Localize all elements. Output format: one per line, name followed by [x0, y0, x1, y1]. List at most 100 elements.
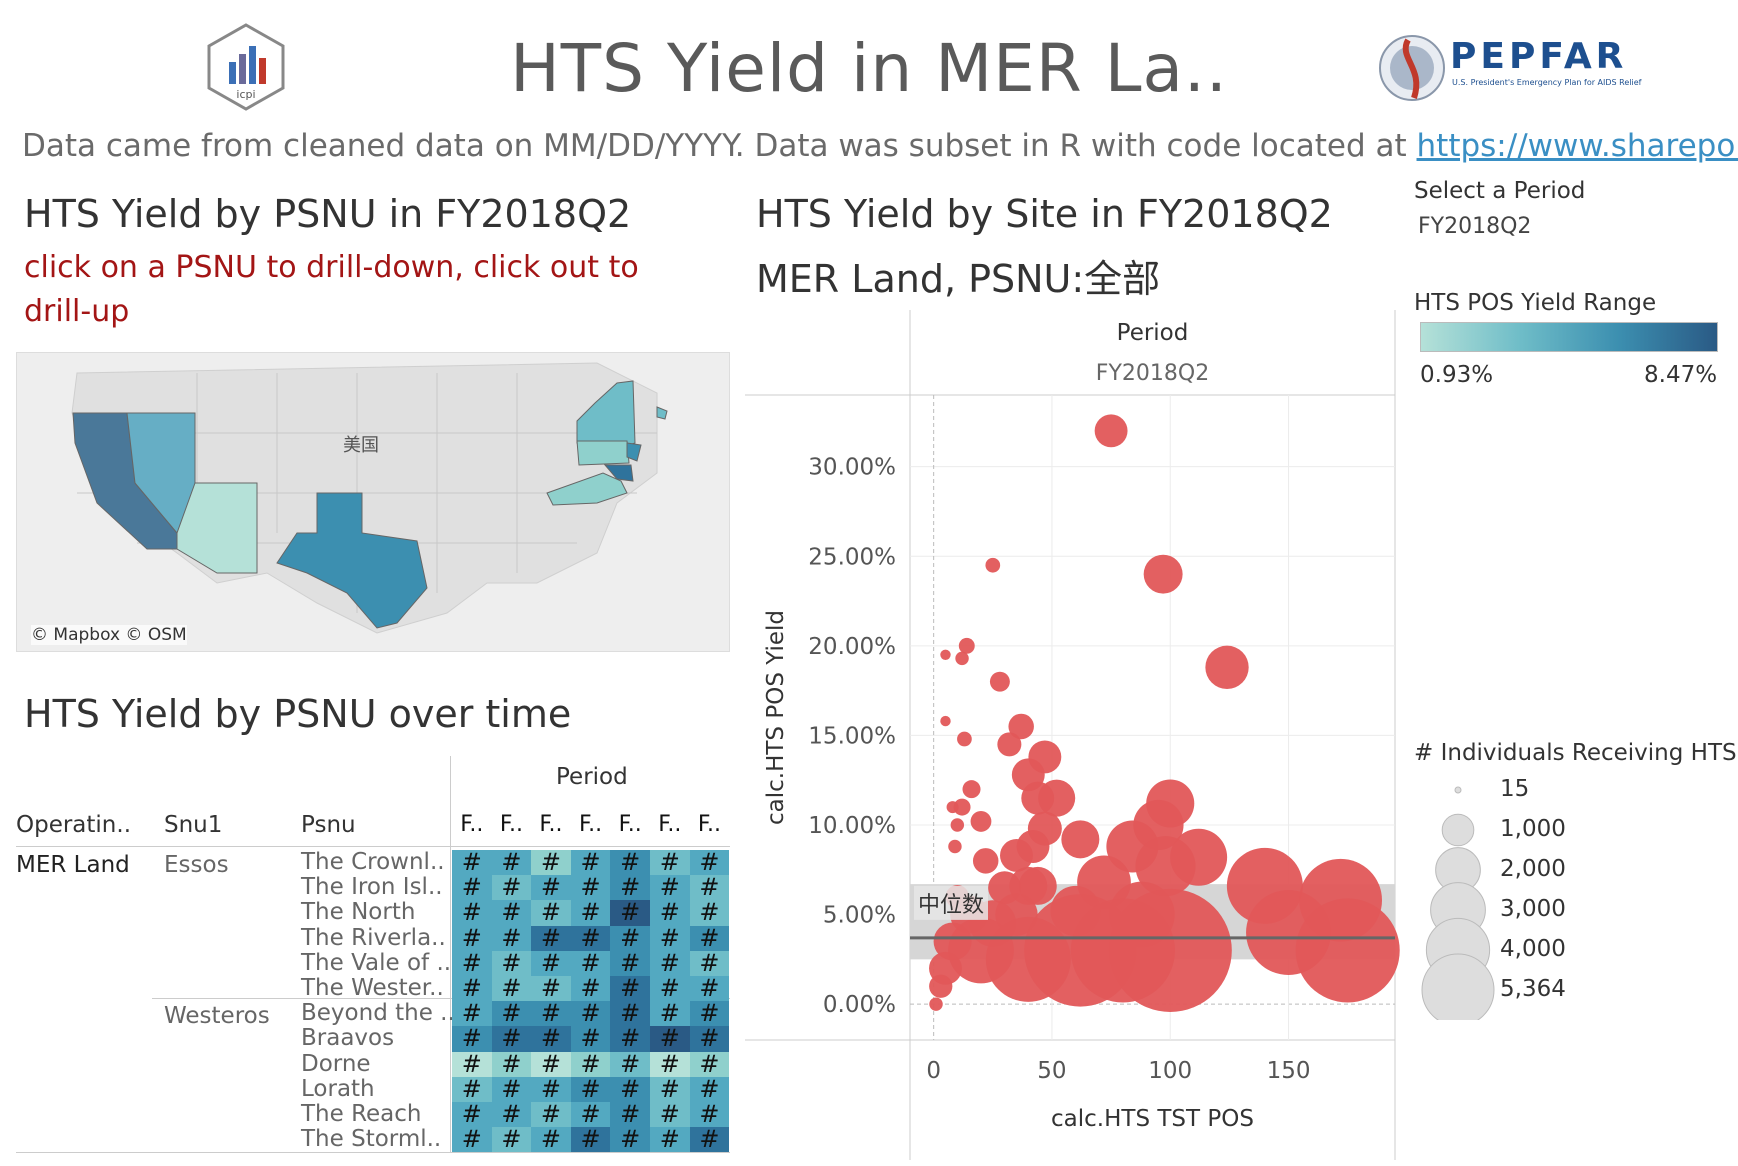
- heat-cell[interactable]: #: [570, 925, 611, 951]
- scatter-point[interactable]: [1295, 898, 1400, 1003]
- facet-header[interactable]: Period: [1117, 320, 1189, 346]
- heat-cell[interactable]: #: [531, 1000, 571, 1027]
- heat-cell[interactable]: #: [531, 849, 571, 876]
- heat-cell[interactable]: #: [610, 849, 650, 876]
- heat-cell[interactable]: #: [570, 1026, 611, 1052]
- heat-cell[interactable]: #: [570, 1126, 611, 1153]
- heat-cell[interactable]: #: [531, 874, 571, 901]
- heat-cell[interactable]: #: [689, 874, 730, 901]
- heat-cell[interactable]: #: [452, 874, 492, 901]
- col-header-psnu[interactable]: Psnu: [301, 812, 356, 838]
- map-virginia[interactable]: [546, 472, 628, 506]
- heat-cell[interactable]: #: [452, 1000, 492, 1027]
- heat-cell[interactable]: #: [610, 1000, 650, 1027]
- period-col-header[interactable]: F..: [579, 812, 603, 837]
- scatter-point[interactable]: [929, 974, 953, 998]
- heat-cell[interactable]: #: [452, 1026, 492, 1052]
- psnu-cell[interactable]: The Storml..: [301, 1126, 442, 1153]
- heat-cell[interactable]: #: [531, 900, 571, 926]
- psnu-map[interactable]: 美国 © Mapbox © OSM: [16, 352, 730, 652]
- scatter-point[interactable]: [1143, 554, 1183, 594]
- scatter-point[interactable]: [1070, 898, 1175, 1003]
- heat-cell[interactable]: #: [689, 925, 730, 951]
- map-credit[interactable]: © Mapbox © OSM: [31, 625, 187, 645]
- heat-cell[interactable]: #: [650, 874, 690, 901]
- heat-cell[interactable]: #: [650, 849, 690, 876]
- heat-cell[interactable]: #: [452, 925, 492, 951]
- period-col-header[interactable]: F..: [618, 812, 642, 837]
- median-label[interactable]: 中位数: [918, 893, 984, 918]
- heat-cell[interactable]: #: [650, 1126, 690, 1153]
- scatter-point[interactable]: [953, 798, 971, 816]
- col-header-snu1[interactable]: Snu1: [164, 812, 223, 838]
- heat-cell[interactable]: #: [531, 1101, 571, 1128]
- scatter-points[interactable]: [929, 414, 1400, 1012]
- scatter-point[interactable]: [985, 557, 1001, 573]
- heat-cell[interactable]: #: [491, 1051, 532, 1077]
- y-axis-title[interactable]: calc.HTS POS Yield: [763, 610, 789, 825]
- heat-cell[interactable]: #: [689, 1126, 730, 1153]
- heat-cell[interactable]: #: [491, 1101, 532, 1128]
- heat-cell[interactable]: #: [650, 925, 690, 951]
- scatter-point[interactable]: [940, 649, 951, 660]
- map-maryland[interactable]: [603, 464, 634, 482]
- facet-value[interactable]: FY2018Q2: [1096, 361, 1209, 386]
- scatter-point[interactable]: [1000, 839, 1033, 872]
- map-texas[interactable]: [276, 492, 428, 629]
- scatter-point[interactable]: [962, 780, 981, 799]
- heat-cell[interactable]: #: [689, 1101, 730, 1128]
- psnu-cell[interactable]: The North: [301, 899, 416, 926]
- scatter-point[interactable]: [957, 731, 972, 747]
- heat-cell[interactable]: #: [570, 1076, 611, 1102]
- heat-cell[interactable]: #: [570, 1051, 611, 1077]
- heat-cell[interactable]: #: [610, 1101, 650, 1128]
- heat-cell[interactable]: #: [610, 874, 650, 901]
- period-filter-dropdown[interactable]: FY2018Q2: [1418, 214, 1532, 239]
- scatter-point[interactable]: [1061, 820, 1100, 859]
- scatter-point[interactable]: [997, 732, 1022, 757]
- scatter-point[interactable]: [958, 637, 975, 654]
- psnu-cell[interactable]: The Crownl..: [301, 849, 445, 875]
- psnu-cell[interactable]: Beyond the ..: [301, 1000, 455, 1027]
- heat-cell[interactable]: #: [650, 1076, 690, 1102]
- period-col-header[interactable]: F..: [658, 812, 682, 837]
- table-body[interactable]: F.. F.. F.. F.. F.. F.. F.. MER Land Essos The Cr…: [16, 756, 730, 1153]
- scatter-point[interactable]: [989, 671, 1010, 692]
- heat-cell[interactable]: #: [491, 874, 532, 901]
- scatter-point[interactable]: [1205, 645, 1249, 689]
- heat-cell[interactable]: #: [452, 1101, 492, 1128]
- site-scatter-chart[interactable]: Period FY2018Q2 0.00% 5.00% 10.00% 15.00% 20.0…: [745, 310, 1405, 1160]
- heat-cell[interactable]: #: [491, 1026, 532, 1052]
- heat-cell[interactable]: #: [689, 1000, 730, 1027]
- scatter-point[interactable]: [950, 818, 965, 832]
- psnu-cell[interactable]: Lorath: [301, 1075, 375, 1102]
- heat-cell[interactable]: #: [650, 975, 690, 1002]
- heat-cell[interactable]: #: [610, 950, 650, 976]
- heat-cell[interactable]: #: [531, 950, 571, 976]
- scatter-point[interactable]: [948, 839, 962, 854]
- scatter-point[interactable]: [970, 811, 992, 832]
- period-header[interactable]: Period: [556, 764, 628, 790]
- period-col-header[interactable]: F..: [460, 812, 484, 837]
- psnu-cell[interactable]: The Riverla..: [301, 924, 446, 951]
- heat-cell[interactable]: #: [610, 1126, 650, 1153]
- heat-cell[interactable]: #: [570, 975, 611, 1002]
- scatter-point[interactable]: [1038, 779, 1076, 817]
- heat-cell[interactable]: #: [491, 1000, 532, 1027]
- heat-cell[interactable]: #: [610, 925, 650, 951]
- heat-cell[interactable]: #: [570, 849, 611, 876]
- heat-cell[interactable]: #: [452, 900, 492, 926]
- heat-cell[interactable]: #: [491, 849, 532, 876]
- sharepoint-link[interactable]: https://www.sharepoi..: [1416, 128, 1738, 164]
- scatter-point[interactable]: [1094, 414, 1128, 448]
- heat-cell[interactable]: #: [689, 975, 730, 1002]
- snu1-cell[interactable]: Westeros: [164, 1003, 270, 1030]
- heat-cell[interactable]: #: [452, 1126, 492, 1153]
- period-col-header[interactable]: F..: [697, 812, 721, 837]
- x-axis-title[interactable]: calc.HTS TST POS: [1051, 1106, 1254, 1132]
- heat-cell[interactable]: #: [689, 849, 730, 876]
- scatter-point[interactable]: [955, 651, 969, 666]
- map-arizona[interactable]: [176, 482, 258, 574]
- heat-cell[interactable]: #: [491, 925, 532, 951]
- heat-cell[interactable]: #: [650, 1101, 690, 1128]
